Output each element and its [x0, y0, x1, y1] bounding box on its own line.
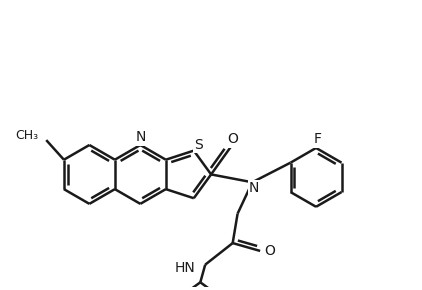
Text: HN: HN	[175, 261, 195, 275]
Text: F: F	[314, 132, 322, 146]
Text: O: O	[265, 244, 276, 258]
Text: N: N	[135, 130, 146, 144]
Text: N: N	[249, 181, 260, 195]
Text: O: O	[227, 132, 238, 146]
Text: CH₃: CH₃	[15, 129, 38, 142]
Text: S: S	[195, 138, 203, 152]
